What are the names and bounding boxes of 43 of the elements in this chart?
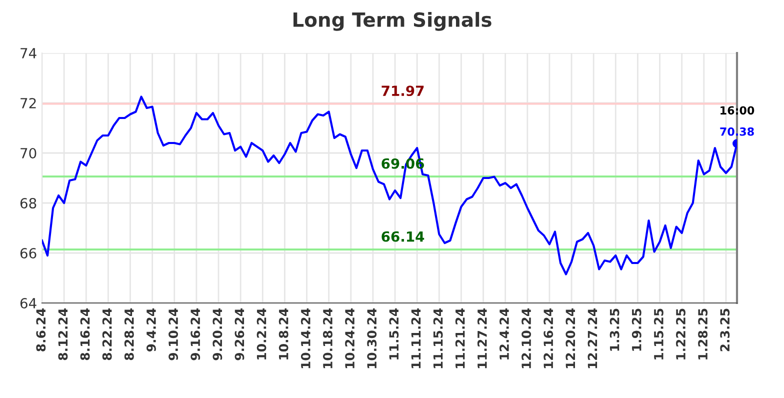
x-tick-label: 10.8.24 [278,308,288,360]
x-tick-label: 10.18.24 [322,308,332,368]
x-tick-label: 9.26.24 [234,308,244,360]
y-tick-label: 74 [20,48,36,58]
x-tick-label: 12.20.24 [566,308,576,368]
x-tick-label: 12.27.24 [588,308,598,368]
x-tick-label: 10.14.24 [300,308,310,368]
x-tick-label: 9.4.24 [146,308,156,352]
x-tick-label: 1.3.25 [610,308,620,351]
x-tick-label: 10.24.24 [345,308,355,368]
y-tick-label: 68 [20,198,36,208]
x-tick-label: 1.15.25 [654,308,664,360]
y-tick-label: 72 [20,98,36,108]
x-tick-label: 11.15.24 [433,308,443,368]
x-tick-label: 1.9.25 [632,308,642,351]
annotation: 70.38 [720,127,754,136]
x-tick-label: 10.30.24 [367,308,377,368]
x-tick-label: 11.21.24 [455,308,465,368]
x-tick-label: 9.20.24 [212,308,222,360]
ref-line-label: 71.97 [382,86,424,96]
x-tick-label: 1.22.25 [676,308,686,360]
x-tick-label: 8.6.24 [36,308,46,352]
x-tick-label: 1.28.25 [698,308,708,360]
x-tick-label: 9.16.24 [190,308,200,360]
x-tick-label: 9.10.24 [168,308,178,360]
x-tick-label: 12.10.24 [522,308,532,368]
ref-line-label: 66.14 [382,231,424,242]
x-tick-label: 8.12.24 [58,308,68,360]
y-tick-label: 64 [20,298,36,308]
x-tick-label: 10.2.24 [256,308,266,360]
x-tick-label: 8.16.24 [80,308,90,360]
x-tick-label: 12.16.24 [544,308,554,368]
x-tick-label: 8.28.24 [124,308,134,360]
x-tick-label: 11.27.24 [477,308,487,368]
x-tick-label: 8.22.24 [102,308,112,360]
x-tick-label: 11.11.24 [411,308,421,368]
x-tick-label: 2.3.25 [720,308,730,352]
x-tick-label: 12.4.24 [500,308,509,360]
annotation: 16:00 [720,106,754,115]
y-tick-label: 66 [20,248,36,258]
chart-title: Long Term Signals [294,12,492,31]
x-tick-label: 11.5.24 [389,308,399,360]
y-tick-label: 70 [20,148,36,158]
